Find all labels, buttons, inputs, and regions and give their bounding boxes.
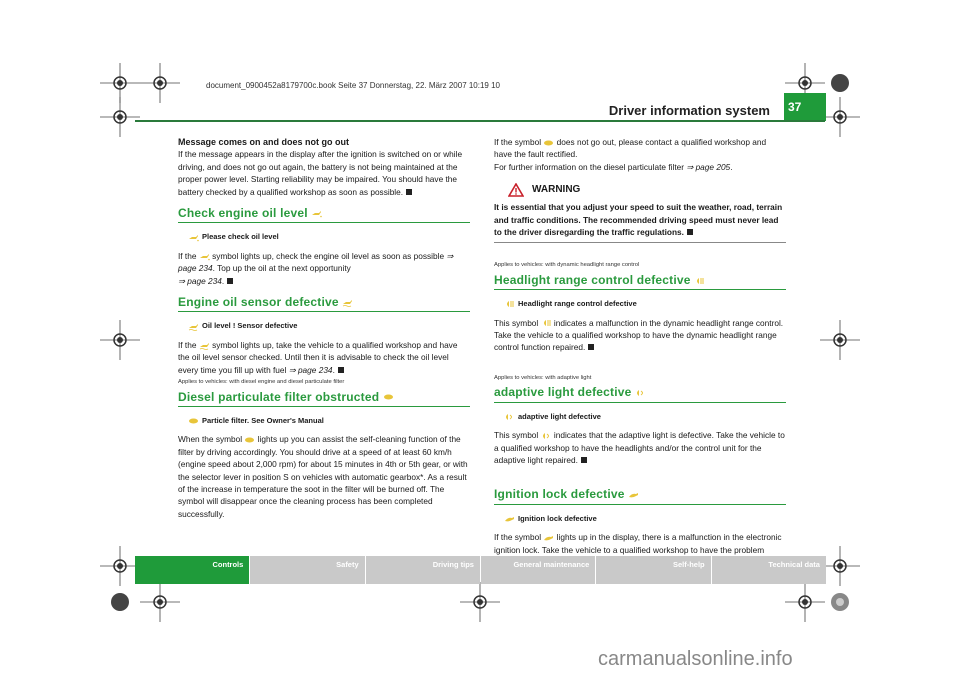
- oil-can-icon: [199, 253, 210, 260]
- oil-level-title: Check engine oil level: [178, 207, 470, 224]
- registration-mark-icon: [100, 320, 140, 360]
- battery-text: If the message appears in the display af…: [178, 149, 463, 197]
- oil-sensor-text: If the symbol lights up, take the vehicl…: [178, 339, 458, 375]
- tab-driving-tips[interactable]: Driving tips: [365, 556, 480, 584]
- page-ref-link[interactable]: ⇒ page 234: [178, 275, 222, 286]
- page-ref-link[interactable]: ⇒ page 234: [288, 364, 333, 375]
- ignition-lock-icon: [629, 493, 639, 498]
- battery-heading: Message comes on and does not go out: [178, 137, 350, 147]
- end-mark-icon: [227, 277, 234, 284]
- registration-mark-icon: [140, 63, 180, 103]
- registration-mark-icon: [460, 582, 500, 622]
- oil-sensor-message: Oil level ! Sensor defective: [188, 320, 470, 332]
- ignition-lock-message: Ignition lock defective: [504, 513, 786, 525]
- tab-general-maintenance[interactable]: General maintenance: [480, 556, 596, 584]
- page-number: 37: [788, 100, 802, 114]
- warning-triangle-icon: [508, 183, 524, 198]
- registration-mark-icon: [100, 97, 140, 137]
- oil-sensor-title: Engine oil sensor defective: [178, 296, 470, 313]
- adaptive-light-message: adaptive light defective: [504, 411, 786, 423]
- print-header: document_0900452a8179700c.book Seite 37 …: [206, 81, 500, 90]
- tab-controls[interactable]: Controls: [135, 556, 250, 584]
- ignition-lock-icon: [505, 516, 514, 522]
- tab-technical-data[interactable]: Technical data: [711, 556, 826, 584]
- tab-safety[interactable]: Safety: [250, 556, 365, 584]
- particulate-title: Diesel particulate filter obstructed: [178, 390, 470, 407]
- registration-mark-icon: [820, 546, 860, 586]
- section-title: Driver information system: [608, 103, 770, 118]
- oil-sensor-icon: [199, 342, 209, 350]
- registration-starburst-icon: [100, 63, 140, 103]
- oil-sensor-icon: [343, 299, 353, 307]
- particulate-info-text: For further information on the diesel pa…: [494, 161, 733, 172]
- end-mark-icon: [406, 188, 413, 195]
- right-column: If the symbol does not go out, please co…: [494, 136, 786, 568]
- particulate-text: When the symbol lights up you can assist…: [178, 434, 468, 519]
- particulate-filter-icon: [245, 437, 255, 443]
- end-mark-icon: [686, 229, 693, 236]
- oil-level-text: If the symbol lights up, check the engin…: [178, 250, 454, 286]
- registration-starburst-icon: [820, 582, 860, 622]
- adaptive-light-icon: [637, 390, 644, 397]
- oil-can-icon: [189, 234, 199, 241]
- registration-dot-icon: [100, 582, 140, 622]
- registration-mark-icon: [100, 63, 140, 103]
- page-number-box: 37: [784, 93, 826, 121]
- end-mark-icon: [580, 456, 587, 463]
- left-column: Message comes on and does not go out If …: [178, 136, 470, 520]
- headlight-range-text: This symbol indicates a malfunction in t…: [494, 317, 784, 353]
- applies-to-note: Applies to vehicles: with diesel engine …: [178, 379, 345, 386]
- particulate-message: Particle filter. See Owner's Manual: [188, 415, 470, 427]
- page-ref-link[interactable]: ⇒ page 234: [178, 250, 454, 274]
- headlight-range-icon: [543, 320, 551, 327]
- adaptive-light-text: This symbol indicates that the adaptive …: [494, 430, 785, 465]
- particulate-filter-icon: [189, 418, 198, 424]
- headlight-range-icon: [697, 277, 705, 284]
- page-ref-link[interactable]: ⇒ page 205: [686, 161, 731, 172]
- oil-level-message: Please check oil level: [188, 231, 470, 243]
- registration-mark-icon: [100, 546, 140, 586]
- registration-mark-icon: [785, 582, 825, 622]
- registration-mark-icon: [820, 97, 860, 137]
- oil-can-icon: [312, 210, 323, 218]
- end-mark-icon: [588, 344, 595, 351]
- chapter-tabs: Controls Safety Driving tips General mai…: [135, 556, 826, 584]
- particulate-filter-icon: [544, 140, 554, 146]
- ignition-lock-icon: [544, 535, 554, 541]
- warning-rule: [494, 242, 786, 244]
- header-rule: [135, 120, 825, 122]
- particulate-filter-icon: [383, 394, 393, 400]
- warning-title: WARNING: [508, 183, 786, 198]
- adaptive-light-title: adaptive light defective: [494, 386, 786, 403]
- warning-text: It is essential that you adjust your spe…: [494, 202, 783, 238]
- end-mark-icon: [337, 366, 344, 373]
- adaptive-light-icon: [506, 413, 512, 420]
- headlight-range-message: Headlight range control defective: [504, 298, 786, 310]
- warning-box: WARNING It is essential that you adjust …: [494, 183, 786, 244]
- headlight-range-title: Headlight range control defective: [494, 274, 786, 291]
- particulate-continued-text: If the symbol does not go out, please co…: [494, 137, 767, 160]
- ignition-lock-title: Ignition lock defective: [494, 488, 786, 505]
- registration-mark-icon: [140, 582, 180, 622]
- registration-mark-icon: [820, 320, 860, 360]
- applies-to-note: Applies to vehicles: with adaptive light: [494, 374, 592, 381]
- tab-self-help[interactable]: Self-help: [596, 556, 711, 584]
- registration-dot-icon: [820, 63, 860, 103]
- adaptive-light-icon: [542, 432, 549, 439]
- headlight-range-icon: [507, 301, 514, 308]
- oil-sensor-icon: [188, 323, 198, 331]
- watermark: carmanualsonline.info: [598, 648, 793, 670]
- applies-to-note: Applies to vehicles: with dynamic headli…: [494, 262, 640, 269]
